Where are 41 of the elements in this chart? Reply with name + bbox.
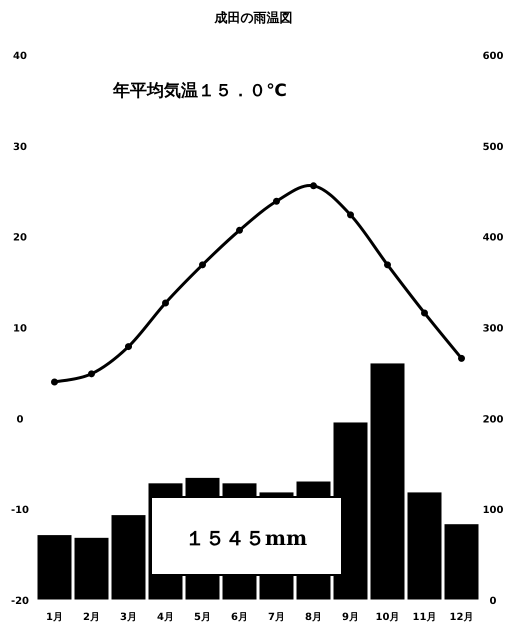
y2-tick-label: 600 xyxy=(482,51,504,62)
point xyxy=(125,343,132,350)
x-tick-label: 5月 xyxy=(194,612,211,623)
annotation: １５４５mm xyxy=(184,526,308,550)
x-tick-label: 3月 xyxy=(120,612,137,623)
y2-tick-label: 100 xyxy=(482,505,504,516)
point xyxy=(347,211,354,218)
y2-tick-label: 0 xyxy=(490,596,497,607)
x-tick-label: 12月 xyxy=(450,612,474,623)
y2-tick-label: 400 xyxy=(482,232,504,244)
y2-tick-label: 200 xyxy=(482,414,504,426)
x-tick-label: 10月 xyxy=(376,612,400,623)
y-tick-label: 40 xyxy=(13,51,27,62)
x-tick-label: 11月 xyxy=(412,612,436,623)
chart-title: 成田の雨温図 xyxy=(214,11,292,26)
y-tick-label: 20 xyxy=(13,232,27,244)
y-tick-label: 10 xyxy=(13,324,27,334)
x-tick-label: 6月 xyxy=(231,612,248,623)
annotation: 年平均気温１５．０℃ xyxy=(112,81,287,101)
point xyxy=(236,226,243,234)
x-tick-label: 8月 xyxy=(305,612,322,623)
y-tick-label: 0 xyxy=(16,414,24,426)
point xyxy=(51,378,58,386)
x-tick-label: 1月 xyxy=(46,612,63,623)
x-tick-label: 7月 xyxy=(268,612,285,623)
x-tick-label: 4月 xyxy=(157,612,174,623)
x-tick-label: 9月 xyxy=(342,612,359,623)
y2-tick-label: 500 xyxy=(482,142,504,153)
point xyxy=(273,198,280,205)
y-tick-label: 30 xyxy=(13,142,27,153)
point xyxy=(458,354,465,362)
point xyxy=(310,182,317,190)
y2-tick-label: 300 xyxy=(482,324,504,334)
point xyxy=(88,370,95,378)
x-tick-label: 2月 xyxy=(83,612,100,623)
point xyxy=(162,299,169,306)
point xyxy=(384,261,391,268)
point xyxy=(199,261,206,268)
y-tick-label: -10 xyxy=(10,505,30,516)
y-tick-label: -20 xyxy=(10,596,30,607)
point xyxy=(421,309,428,316)
